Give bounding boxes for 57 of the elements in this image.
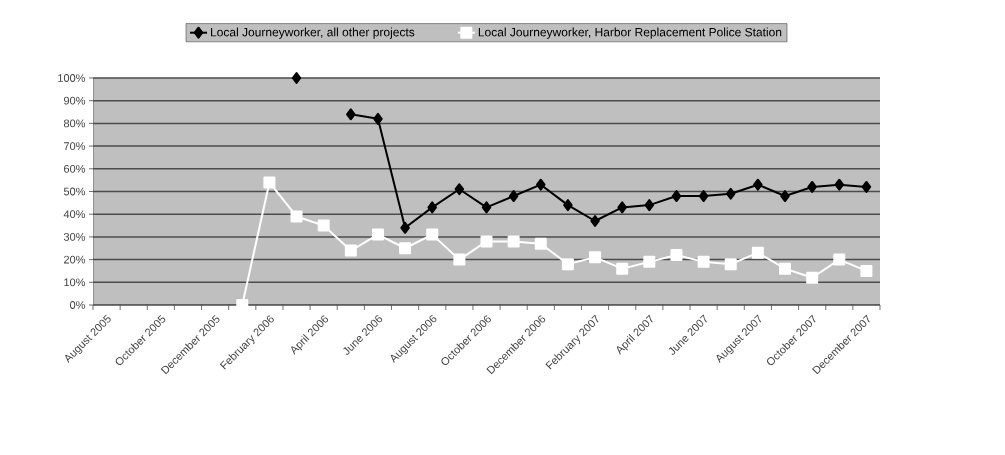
point <box>536 178 546 191</box>
y-tick-label: 100% <box>58 74 86 82</box>
point <box>779 262 792 275</box>
point <box>561 258 574 271</box>
point <box>860 264 873 277</box>
point <box>507 235 520 248</box>
point <box>697 255 710 268</box>
point <box>698 190 709 203</box>
y-tick-label: 10% <box>64 278 86 287</box>
point <box>724 258 737 271</box>
point <box>861 180 872 193</box>
y-tick-label: 40% <box>63 210 86 219</box>
point <box>780 190 790 203</box>
point <box>454 183 465 196</box>
point <box>263 176 276 189</box>
y-tick-label: 60% <box>64 164 86 173</box>
y-tick-label: 20% <box>64 255 86 264</box>
y-tick-label: 80% <box>63 119 86 128</box>
point <box>725 187 736 200</box>
point <box>753 178 763 191</box>
point <box>426 228 439 241</box>
point <box>373 112 383 125</box>
point <box>290 210 303 223</box>
point <box>644 199 655 212</box>
point <box>344 244 357 257</box>
point <box>643 255 656 268</box>
point <box>616 262 629 275</box>
point <box>346 108 356 121</box>
point <box>371 228 384 241</box>
point <box>399 242 412 255</box>
y-tick-label: 50% <box>63 187 86 196</box>
point <box>751 246 764 259</box>
legend-label: Local Journeyworker, Harbor Replacement Police Station <box>478 27 782 39</box>
y-tick-label: 70% <box>64 142 86 150</box>
point <box>670 249 683 262</box>
y-tick-label: 90% <box>63 96 86 105</box>
point <box>834 178 845 191</box>
point <box>617 201 627 214</box>
point <box>453 253 466 266</box>
point <box>833 253 846 266</box>
point <box>806 271 819 284</box>
legend-label: Local Journeyworker, all other projects <box>211 27 415 39</box>
point <box>317 219 330 232</box>
y-tick-label: 0% <box>70 301 86 309</box>
point <box>291 72 302 84</box>
point <box>400 221 410 234</box>
y-tick-label: 30% <box>63 233 86 241</box>
point <box>480 235 493 248</box>
point <box>807 180 817 193</box>
point <box>534 237 547 250</box>
point <box>427 201 437 214</box>
point <box>671 190 682 203</box>
point <box>508 190 519 203</box>
point <box>589 251 602 264</box>
point <box>481 201 492 214</box>
point <box>590 215 600 227</box>
point <box>563 199 573 212</box>
